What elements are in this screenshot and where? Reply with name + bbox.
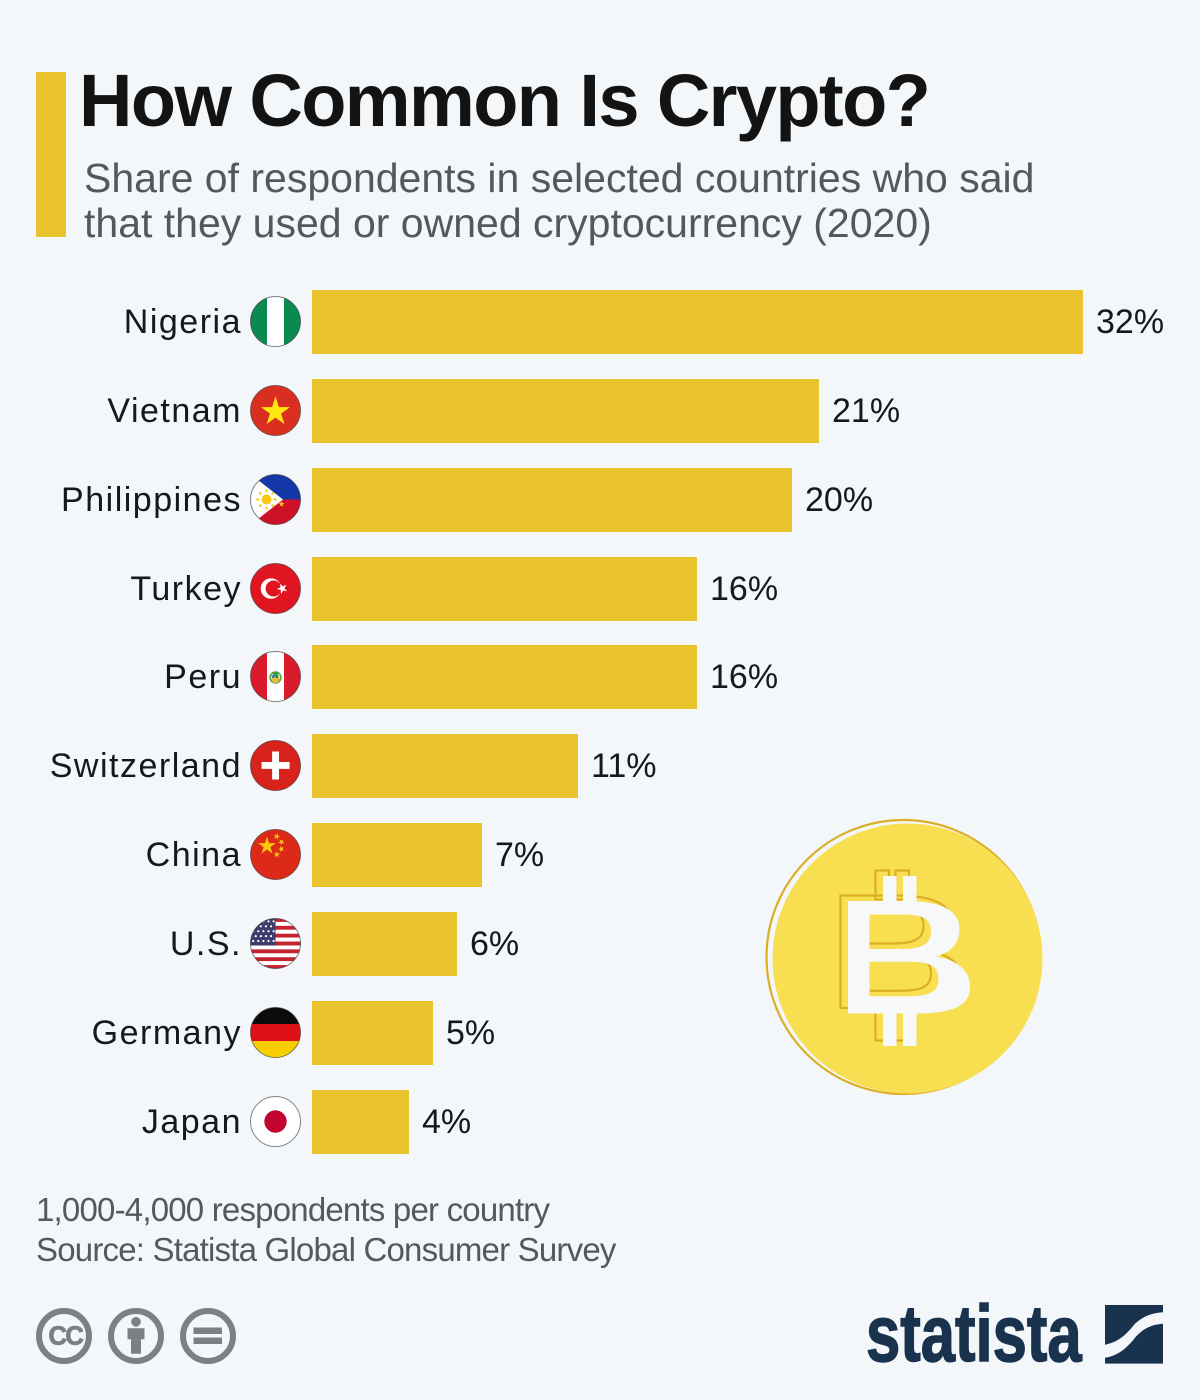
svg-text:statista: statista: [866, 1295, 1083, 1375]
svg-text:CC: CC: [49, 1323, 84, 1351]
